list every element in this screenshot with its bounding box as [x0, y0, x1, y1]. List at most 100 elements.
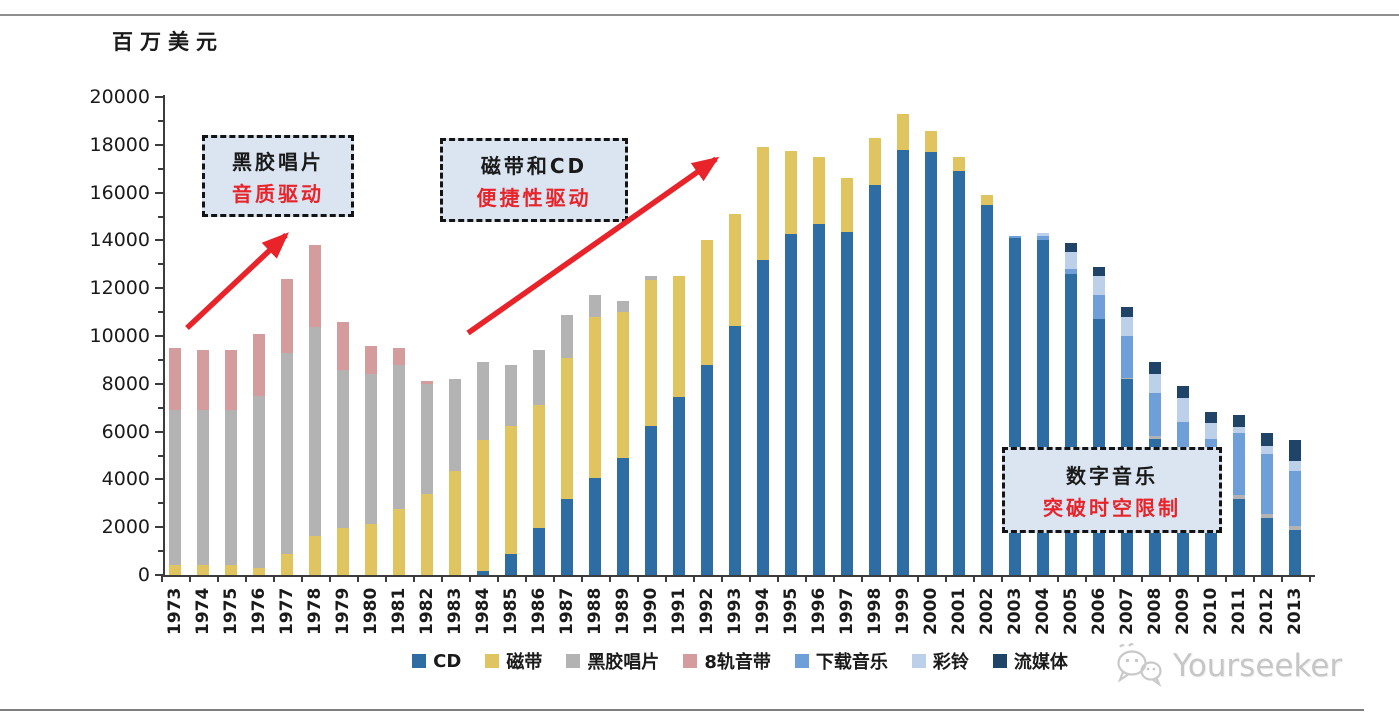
bar-1975: [225, 350, 237, 575]
bar-segment-彩铃: [1205, 423, 1217, 439]
x-tick: [1057, 576, 1059, 582]
bar-segment-CD: [813, 223, 825, 575]
legend-label: CD: [433, 650, 462, 672]
legend-swatch-CD: [412, 654, 427, 668]
bar-1999: [897, 113, 909, 575]
x-tick: [469, 576, 471, 582]
x-tick: [805, 576, 807, 582]
x-tick: [189, 576, 191, 582]
x-tick: [1197, 576, 1199, 582]
bar-segment-磁带: [981, 194, 993, 205]
bar-segment-磁带: [505, 425, 517, 554]
bar-segment-8轨音带: [393, 348, 405, 365]
bar-segment-磁带: [309, 535, 321, 575]
legend-item-下载音乐: 下载音乐: [794, 648, 888, 674]
bar-1980: [365, 345, 377, 575]
bar-segment-黑胶唱片: [1233, 494, 1245, 499]
legend-item-彩铃: 彩铃: [911, 648, 969, 674]
bar-segment-磁带: [169, 565, 181, 575]
annotation-title: 数字音乐: [1066, 463, 1158, 488]
annotation-title: 磁带和CD: [480, 153, 588, 178]
x-tick-label-2013: 2013: [1285, 587, 1305, 635]
bar-2007: [1121, 307, 1133, 575]
bar-segment-8轨音带: [421, 381, 433, 384]
x-tick: [497, 576, 499, 582]
bar-segment-彩铃: [1037, 233, 1049, 236]
bar-segment-磁带: [589, 316, 601, 479]
bar-segment-黑胶唱片: [281, 352, 293, 554]
bar-segment-磁带: [813, 156, 825, 224]
x-tick: [1169, 576, 1171, 582]
y-major-tick: [155, 430, 163, 433]
x-tick-label-1988: 1988: [585, 587, 605, 635]
x-tick: [637, 576, 639, 582]
bar-segment-磁带: [869, 137, 881, 186]
bar-segment-CD: [757, 259, 769, 575]
y-major-tick: [155, 287, 163, 290]
bar-1996: [813, 156, 825, 575]
legend-swatch-下载音乐: [794, 654, 809, 668]
bar-segment-磁带: [673, 276, 685, 397]
x-tick-label-1982: 1982: [417, 587, 437, 635]
x-tick-label-1973: 1973: [165, 587, 185, 635]
bar-segment-流媒体: [1205, 412, 1217, 424]
bar-segment-磁带: [729, 214, 741, 327]
bar-segment-磁带: [337, 528, 349, 575]
y-major-tick: [155, 143, 163, 146]
legend-item-黑胶唱片: 黑胶唱片: [566, 648, 659, 674]
bar-segment-下载音乐: [1233, 433, 1245, 495]
x-tick-label-1990: 1990: [641, 587, 661, 635]
x-tick: [1253, 576, 1255, 582]
wechat-icon: [1117, 643, 1162, 688]
x-tick: [973, 576, 975, 582]
bar-segment-8轨音带: [197, 350, 209, 411]
y-axis-unit-label: 百万美元: [112, 30, 224, 54]
bar-2002: [981, 194, 993, 575]
bar-segment-流媒体: [1065, 242, 1077, 253]
x-tick-label-2005: 2005: [1061, 587, 1081, 635]
x-tick: [525, 576, 527, 582]
bar-segment-CD: [533, 528, 545, 575]
bar-segment-8轨音带: [169, 348, 181, 411]
top-divider: [0, 14, 1399, 16]
bar-segment-黑胶唱片: [505, 364, 517, 426]
bottom-divider: [0, 709, 1364, 711]
bar-segment-下载音乐: [1121, 336, 1133, 378]
x-tick-label-2012: 2012: [1257, 587, 1277, 635]
x-tick: [301, 576, 303, 582]
bar-segment-黑胶唱片: [309, 326, 321, 536]
y-minor-tick: [158, 311, 163, 314]
x-tick-label-2009: 2009: [1173, 587, 1193, 635]
y-major-tick: [155, 526, 163, 529]
bar-segment-CD: [673, 396, 685, 575]
watermark: Yourseeker: [1113, 643, 1342, 689]
bar-segment-CD: [477, 571, 489, 575]
bar-segment-CD: [925, 152, 937, 575]
legend-swatch-黑胶唱片: [566, 654, 581, 668]
x-tick-label-2004: 2004: [1033, 587, 1053, 635]
y-minor-tick: [158, 406, 163, 409]
bar-1986: [533, 350, 545, 575]
x-tick: [665, 576, 667, 582]
x-tick-label-2002: 2002: [977, 587, 997, 635]
y-tick-label: 16000: [89, 181, 150, 204]
x-tick-label-2007: 2007: [1117, 587, 1137, 635]
y-tick-label: 10000: [89, 325, 150, 347]
x-tick-label-2006: 2006: [1089, 587, 1109, 635]
bar-segment-黑胶唱片: [365, 374, 377, 524]
bar-segment-黑胶唱片: [449, 379, 461, 471]
x-tick: [1113, 576, 1115, 582]
bar-segment-黑胶唱片: [225, 410, 237, 566]
bar-segment-下载音乐: [1289, 471, 1301, 527]
bar-segment-8轨音带: [309, 245, 321, 327]
bar-segment-黑胶唱片: [1261, 514, 1273, 518]
bar-segment-流媒体: [1233, 414, 1245, 427]
bar-1985: [505, 364, 517, 575]
y-axis-line: [163, 95, 165, 577]
x-tick-label-1996: 1996: [809, 587, 829, 635]
x-tick-label-1980: 1980: [361, 587, 381, 635]
legend-swatch-彩铃: [911, 654, 926, 668]
bar-segment-8轨音带: [225, 350, 237, 411]
bar-segment-磁带: [253, 567, 265, 575]
